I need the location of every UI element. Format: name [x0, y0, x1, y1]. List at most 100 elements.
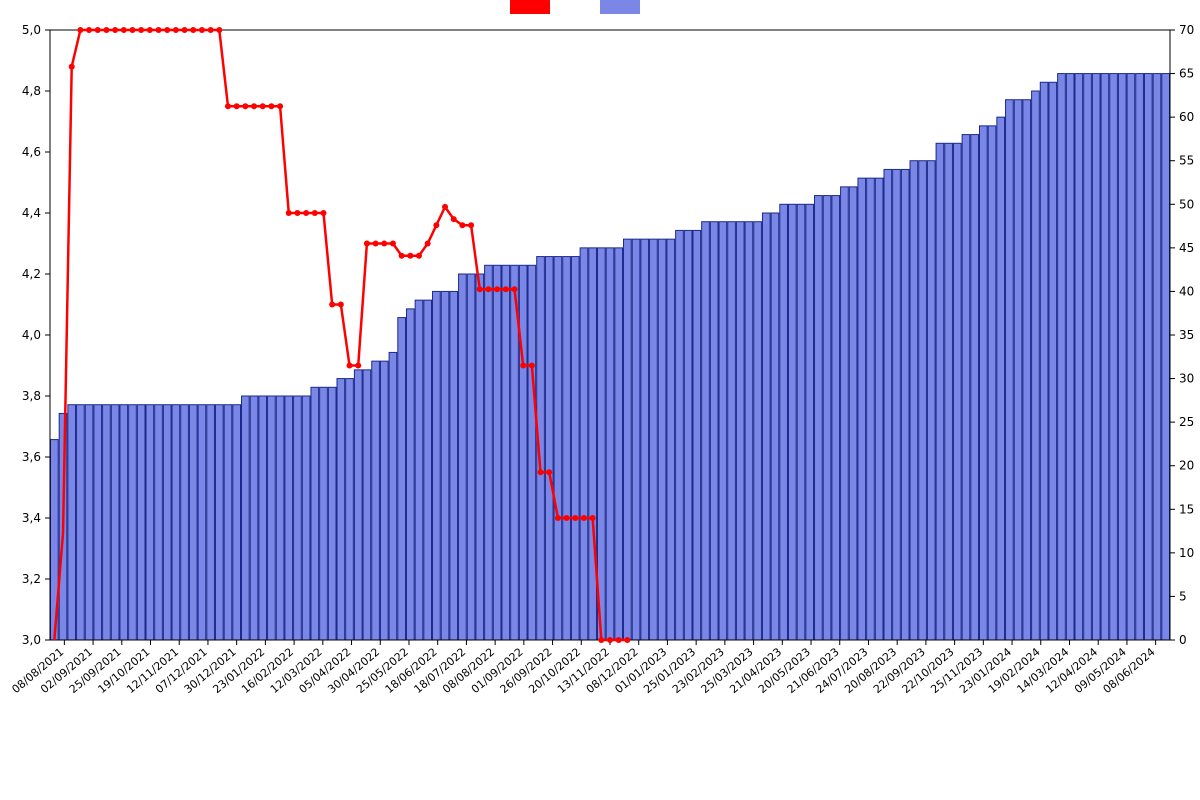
line-marker — [355, 363, 361, 369]
bar — [1032, 91, 1040, 640]
yticklabel-left: 3,8 — [22, 389, 41, 403]
bar — [832, 196, 840, 640]
line-marker — [156, 27, 162, 33]
legend-swatch — [600, 0, 640, 14]
yticklabel-left: 3,6 — [22, 450, 41, 464]
bar — [189, 405, 197, 640]
line-marker — [347, 363, 353, 369]
bar — [1049, 82, 1057, 640]
bar — [658, 239, 666, 640]
line-marker — [112, 27, 118, 33]
line-marker — [190, 27, 196, 33]
yticklabel-right: 10 — [1179, 546, 1194, 560]
bar — [215, 405, 223, 640]
line-marker — [546, 469, 552, 475]
line-marker — [416, 253, 422, 259]
bar — [354, 370, 362, 640]
line-marker — [451, 216, 457, 222]
bar — [337, 379, 345, 640]
line-marker — [572, 515, 578, 521]
bar — [988, 126, 996, 640]
bar — [68, 405, 76, 640]
bar — [762, 213, 770, 640]
bar — [1162, 74, 1170, 640]
line-marker — [164, 27, 170, 33]
line-marker — [624, 637, 630, 643]
bar — [120, 405, 128, 640]
bar — [815, 196, 823, 640]
line-marker — [529, 363, 535, 369]
line-marker — [407, 253, 413, 259]
bar — [1084, 74, 1092, 640]
bar — [788, 204, 796, 640]
bar — [198, 405, 206, 640]
line-marker — [216, 27, 222, 33]
bar — [971, 135, 979, 640]
line-marker — [503, 286, 509, 292]
bar — [719, 222, 727, 640]
bar — [893, 169, 901, 640]
line-marker — [494, 286, 500, 292]
bar — [589, 248, 597, 640]
bar — [380, 361, 388, 640]
bar — [875, 178, 883, 640]
bar — [181, 405, 189, 640]
yticklabel-left: 5,0 — [22, 23, 41, 37]
yticklabel-left: 3,4 — [22, 511, 41, 525]
bar — [346, 379, 354, 640]
bar — [233, 405, 241, 640]
bar — [311, 387, 319, 640]
bar — [424, 300, 432, 640]
line-marker — [399, 253, 405, 259]
bar — [1136, 74, 1144, 640]
bar — [450, 291, 458, 640]
bar — [641, 239, 649, 640]
bar — [580, 248, 588, 640]
line-marker — [225, 103, 231, 109]
bar — [493, 265, 501, 640]
yticklabel-right: 65 — [1179, 67, 1194, 81]
line-marker — [477, 286, 483, 292]
line-marker — [459, 222, 465, 228]
bar — [1006, 100, 1014, 640]
yticklabel-right: 55 — [1179, 154, 1194, 168]
yticklabel-right: 40 — [1179, 284, 1194, 298]
line-marker — [520, 363, 526, 369]
bar — [953, 143, 961, 640]
bar — [684, 230, 692, 640]
bar — [1144, 74, 1152, 640]
bar — [901, 169, 909, 640]
bar — [884, 169, 892, 640]
bar — [1118, 74, 1126, 640]
bar — [702, 222, 710, 640]
bar — [554, 257, 562, 640]
line-marker — [260, 103, 266, 109]
line-marker — [147, 27, 153, 33]
line-marker — [538, 469, 544, 475]
bar — [519, 265, 527, 640]
bar — [103, 405, 111, 640]
bar — [1153, 74, 1161, 640]
bar — [85, 405, 93, 640]
line-marker — [329, 302, 335, 308]
line-marker — [138, 27, 144, 33]
line-marker — [433, 222, 439, 228]
bar — [841, 187, 849, 640]
line-marker — [485, 286, 491, 292]
chart-root: 3,03,23,43,63,84,04,24,44,64,85,00510152… — [0, 0, 1200, 800]
bar — [997, 117, 1005, 640]
yticklabel-left: 4,2 — [22, 267, 41, 281]
bar — [736, 222, 744, 640]
line-marker — [77, 27, 83, 33]
bar — [745, 222, 753, 640]
yticklabel-left: 4,6 — [22, 145, 41, 159]
yticklabel-left: 4,8 — [22, 84, 41, 98]
bar — [858, 178, 866, 640]
yticklabel-right: 30 — [1179, 372, 1194, 386]
bar — [433, 291, 441, 640]
bar — [710, 222, 718, 640]
line-marker — [590, 515, 596, 521]
bar — [771, 213, 779, 640]
line-marker — [598, 637, 604, 643]
line-marker — [320, 210, 326, 216]
